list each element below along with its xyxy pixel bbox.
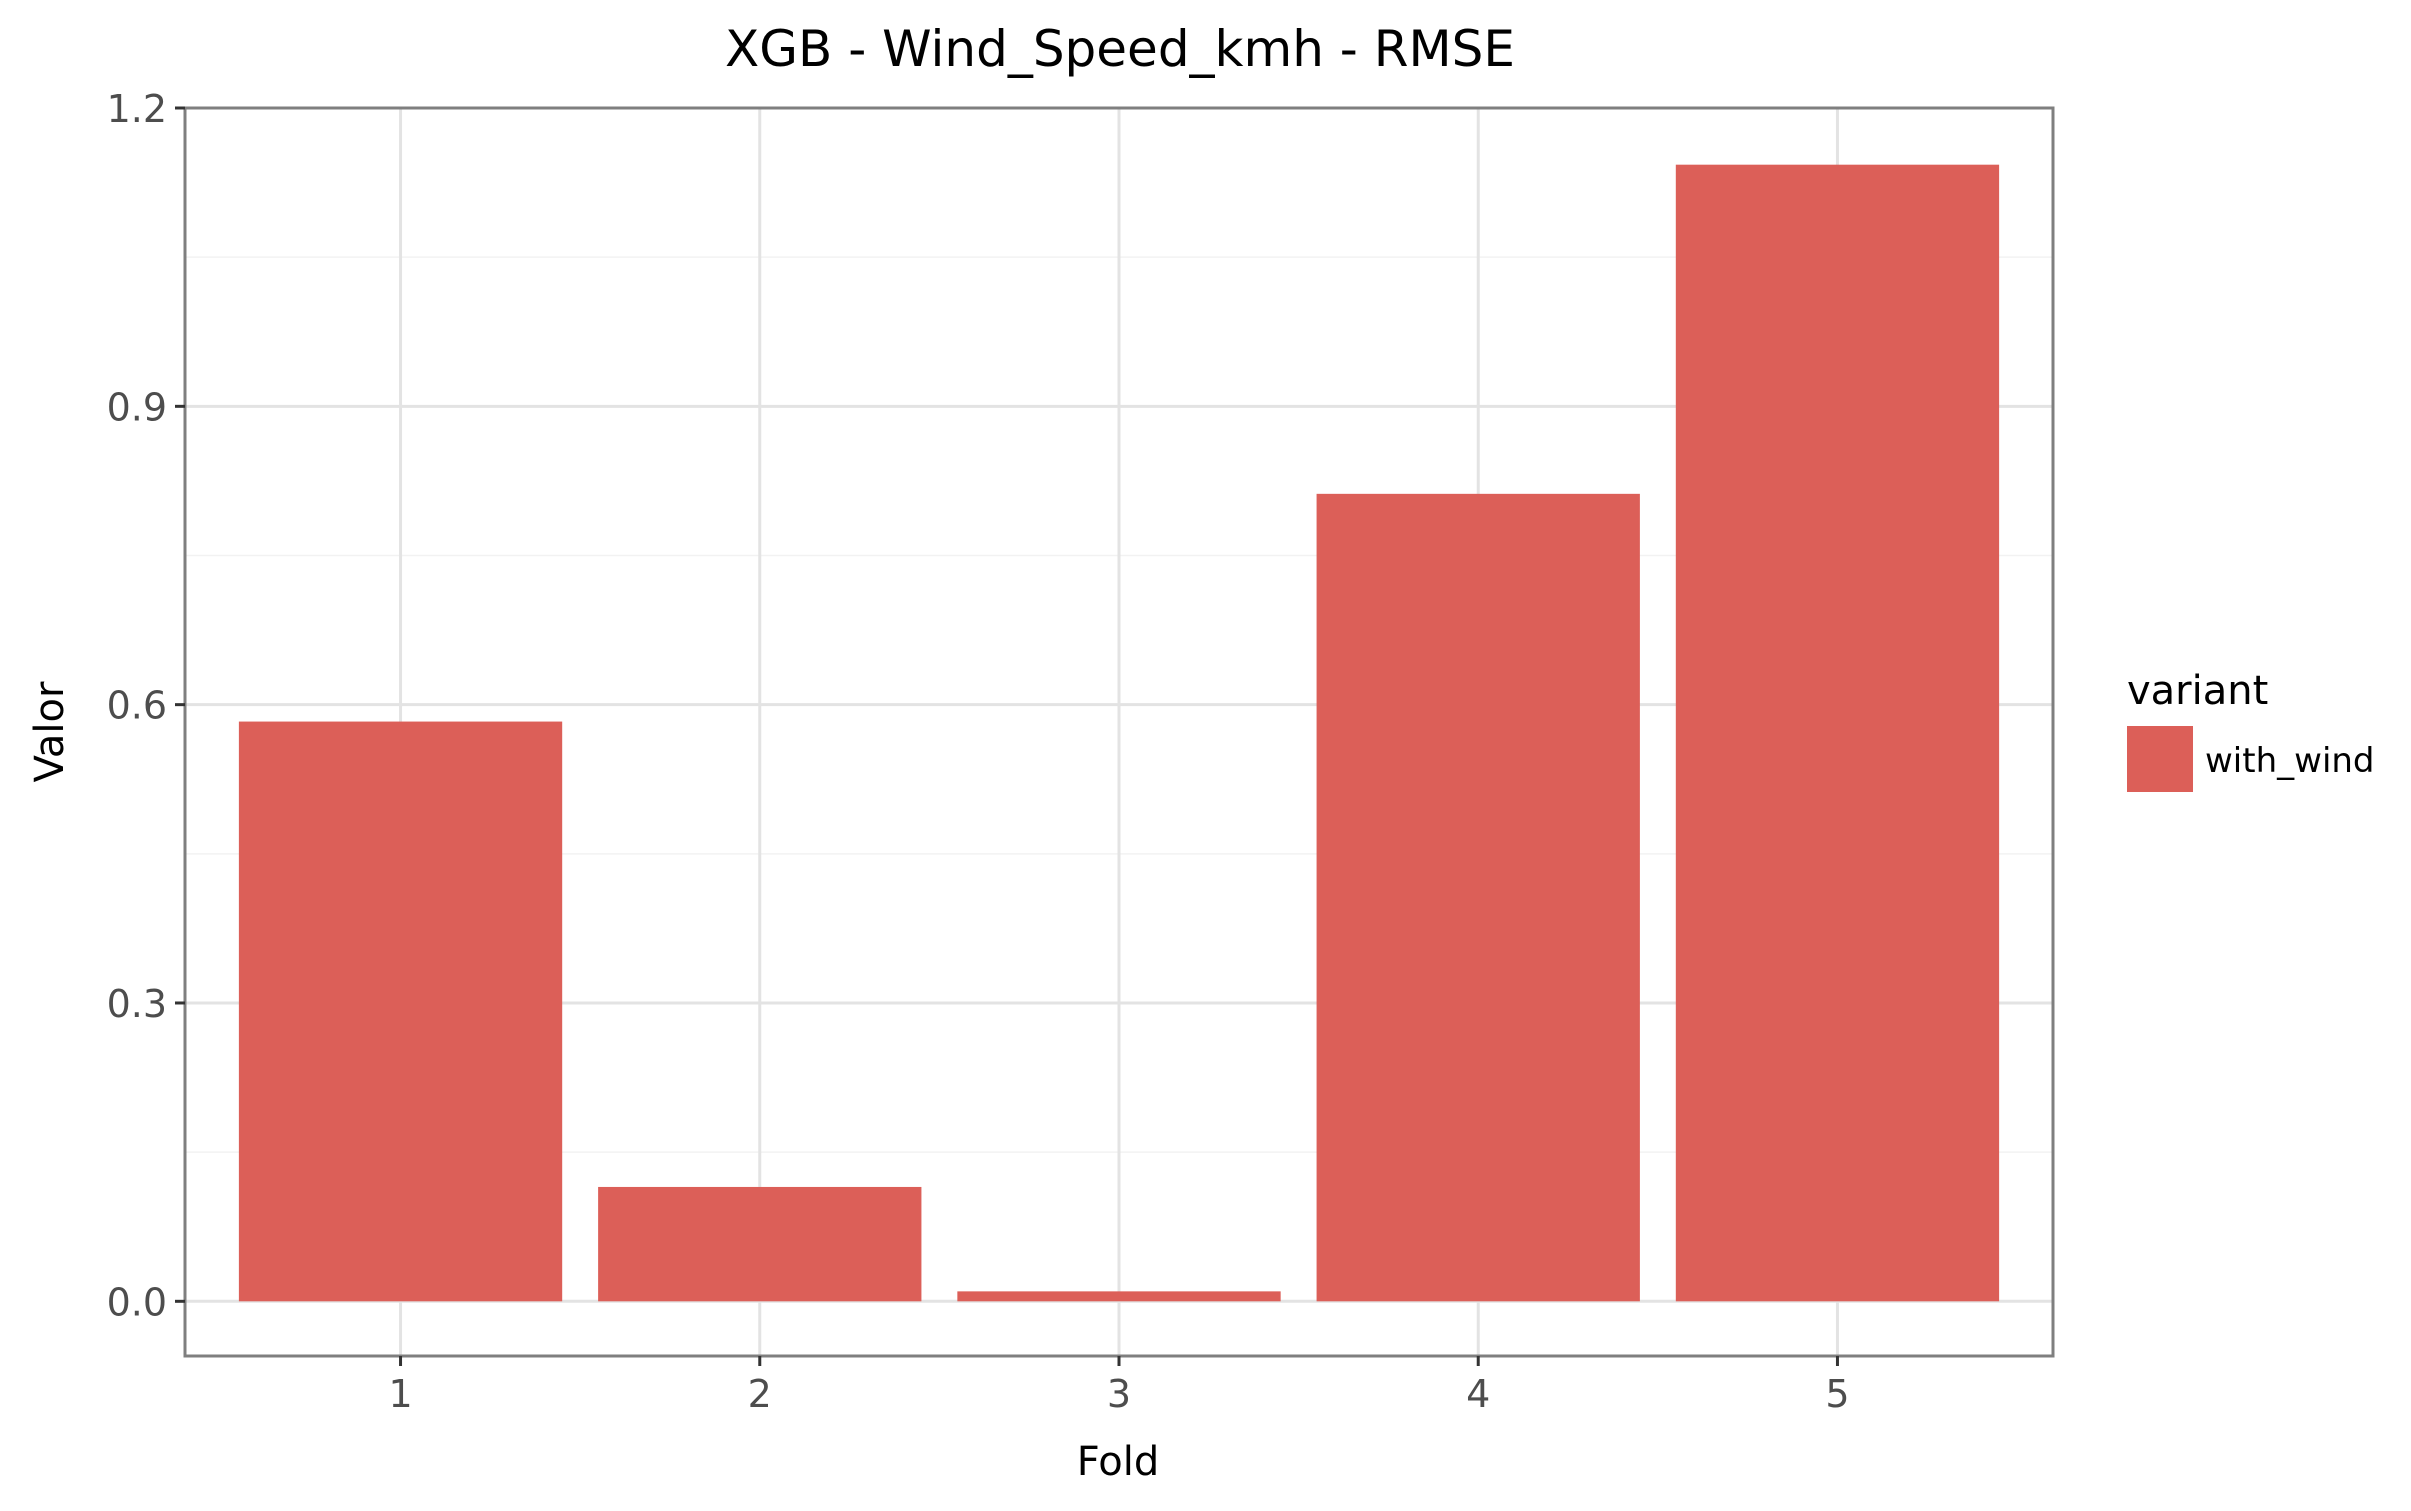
bars	[238, 164, 2000, 1302]
y-axis: 0.0 0.3 0.6 0.9 1.2	[107, 87, 185, 1324]
bar-fold-2	[598, 1186, 922, 1302]
x-tick-label: 3	[1107, 1372, 1131, 1416]
x-tick-label: 2	[748, 1372, 772, 1416]
y-tick-label: 0.3	[107, 982, 167, 1026]
legend-label: with_wind	[2205, 741, 2375, 781]
bar-fold-3	[957, 1291, 1281, 1302]
bar-fold-4	[1316, 493, 1640, 1302]
legend-key	[2127, 726, 2193, 792]
legend: variant with_wind	[2127, 668, 2375, 792]
x-tick-label: 1	[388, 1372, 412, 1416]
y-tick-label: 0.9	[107, 385, 167, 429]
y-tick-label: 0.6	[107, 684, 167, 728]
bar-fold-1	[238, 721, 563, 1302]
x-axis: 1 2 3 4 5	[388, 1356, 1850, 1416]
y-tick-label: 1.2	[107, 87, 167, 131]
y-axis-label: Valor	[27, 681, 73, 782]
x-tick-label: 4	[1466, 1372, 1490, 1416]
x-tick-label: 5	[1825, 1372, 1849, 1416]
bar-fold-5	[1675, 164, 2000, 1302]
x-axis-label: Fold	[1077, 1439, 1160, 1485]
legend-title: variant	[2127, 668, 2268, 714]
chart-title: XGB - Wind_Speed_kmh - RMSE	[725, 20, 1515, 78]
y-tick-label: 0.0	[107, 1280, 167, 1324]
